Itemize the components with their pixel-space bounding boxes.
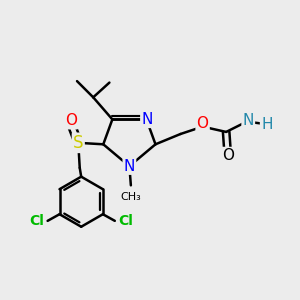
Text: CH₃: CH₃ xyxy=(121,192,141,202)
Text: Cl: Cl xyxy=(118,214,133,228)
Text: Cl: Cl xyxy=(29,214,44,228)
Text: N: N xyxy=(141,112,153,127)
Text: H: H xyxy=(261,117,272,132)
Text: N: N xyxy=(242,113,254,128)
Text: N: N xyxy=(124,159,135,174)
Text: O: O xyxy=(196,116,208,130)
Text: O: O xyxy=(65,113,77,128)
Text: S: S xyxy=(73,134,83,152)
Text: O: O xyxy=(222,148,234,163)
